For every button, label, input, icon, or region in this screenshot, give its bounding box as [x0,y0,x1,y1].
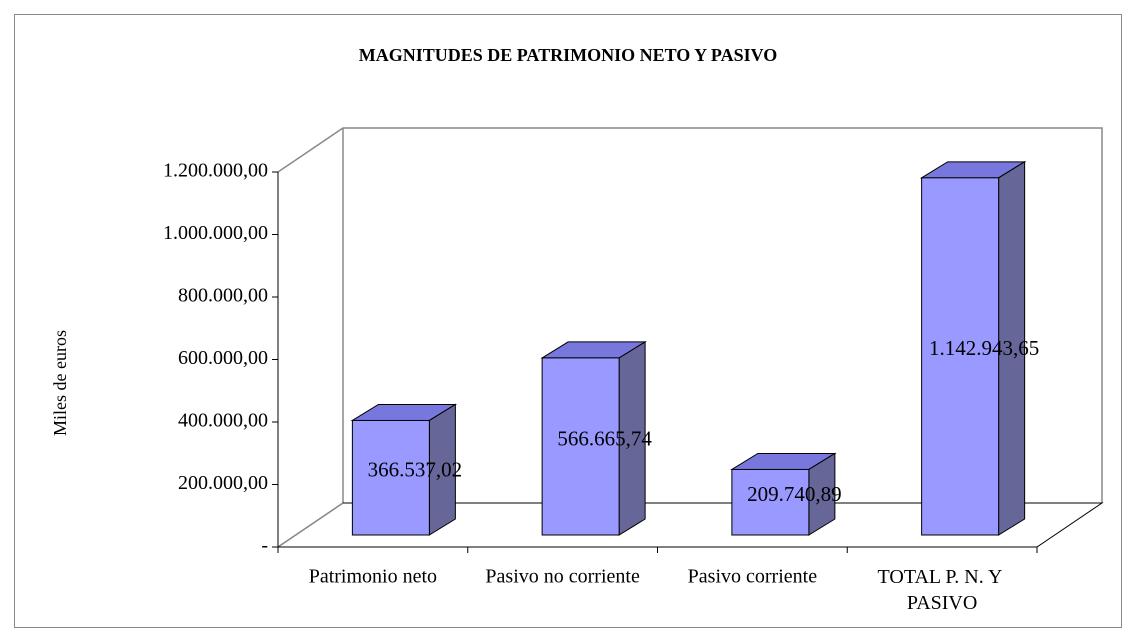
x-tick-label: TOTAL P. N. Y PASIVO [878,566,1007,614]
data-label: 1.142.943,65 [929,336,1039,360]
floor-edge [277,502,344,548]
bar [730,452,837,536]
data-label: 366.537,02 [368,458,463,482]
y-axis-label: Miles de euros [50,330,70,436]
y-tick-label: 1.200.000,00 [163,160,268,182]
back-wall [277,127,1103,503]
bar [350,403,458,536]
data-label: 566.665,74 [557,426,652,450]
y-tick-label: 200.000,00 [178,472,268,494]
y-tick-label: 1.000.000,00 [163,222,268,244]
x-tick-label: Pasivo no corriente [485,566,640,588]
bar-front [731,468,810,536]
y-tick-label: 400.000,00 [178,410,268,432]
x-tick-label: Patrimonio neto [309,566,437,588]
bar-front [921,177,1000,536]
chart-title: MAGNITUDES DE PATRIMONIO NETO Y PASIVO [359,45,778,65]
bar-front [541,357,620,536]
bar-front [351,419,430,536]
y-tick-label: 800.000,00 [178,285,268,307]
bar [540,341,647,536]
bar [919,160,1027,536]
x-tick-label: Pasivo corriente [688,566,818,588]
y-tick-label: 600.000,00 [178,347,268,369]
data-label: 209.740,89 [747,482,842,506]
y-tick-label: - [261,535,268,557]
